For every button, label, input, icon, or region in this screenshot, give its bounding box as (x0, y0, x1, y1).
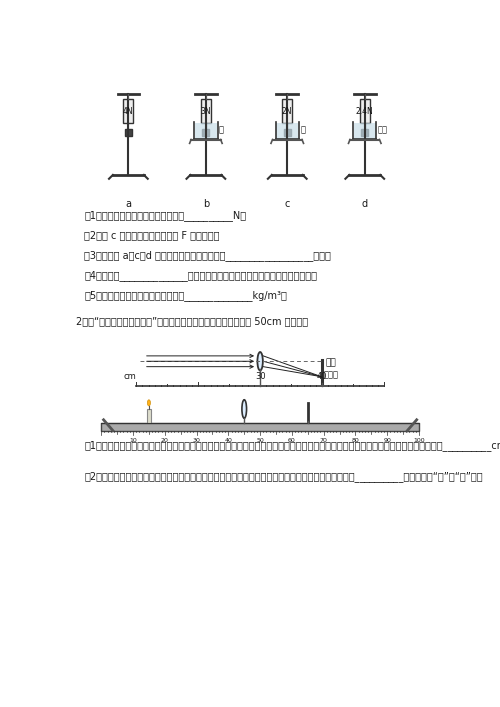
Text: （2）将光屏和点燃的蜡烛分别放在凸透镜的两侧，如图所示，为了找到烛焰清晰的像，小明应将光屏向__________移动（选填“左”或“右”）。: （2）将光屏和点燃的蜡烛分别放在凸透镜的两侧，如图所示，为了找到烛焰清晰的像，小… (84, 471, 483, 481)
Text: （3）根据图 a、c、d 实验可得出：浮力的大小与__________________有关；: （3）根据图 a、c、d 实验可得出：浮力的大小与_______________… (84, 250, 331, 262)
Bar (354, 122, 376, 139)
Text: 20: 20 (161, 438, 168, 443)
Bar (146, 409, 151, 423)
Text: 30: 30 (255, 371, 266, 380)
Bar (201, 99, 211, 123)
Text: 90: 90 (384, 438, 391, 443)
Bar (282, 99, 292, 123)
Bar (276, 122, 298, 139)
Text: （2）在 c 图中画出重物所受浮力 F 的示意图；: （2）在 c 图中画出重物所受浮力 F 的示意图； (84, 230, 220, 240)
Text: 50: 50 (256, 438, 264, 443)
Ellipse shape (258, 352, 263, 370)
Bar (284, 129, 290, 136)
Text: 2.4N: 2.4N (356, 107, 374, 115)
Bar (202, 129, 209, 136)
Text: d: d (362, 199, 368, 209)
Text: 4N: 4N (123, 107, 134, 115)
Text: 70: 70 (320, 438, 328, 443)
Text: 80: 80 (352, 438, 360, 443)
Bar (360, 99, 370, 123)
Bar (195, 122, 216, 139)
Bar (101, 423, 419, 431)
Bar (124, 99, 134, 123)
Text: 60: 60 (288, 438, 296, 443)
Text: 水: 水 (219, 126, 224, 135)
Text: 40: 40 (224, 438, 232, 443)
Text: a: a (126, 199, 132, 209)
Ellipse shape (242, 399, 246, 419)
Text: （1）如图甲所示，一束平行于凸透镜主光轴的光线经过凸透镜后，在光屏上形成了一个最小、最亮的光斌。由图甲可知，凸透镜的焦距为__________cm；: （1）如图甲所示，一束平行于凸透镜主光轴的光线经过凸透镜后，在光屏上形成了一个最… (84, 440, 500, 451)
Text: 2N: 2N (282, 107, 292, 115)
Text: 光具座: 光具座 (324, 370, 338, 380)
Text: （1）物体全部没入水中受到的浮力是__________N；: （1）物体全部没入水中受到的浮力是__________N； (84, 211, 246, 221)
Text: b: b (203, 199, 209, 209)
Text: 40: 40 (317, 371, 328, 380)
Text: （4）根据图______________实验可得出：浮力的大小与排开液体的体积有关；: （4）根据图______________实验可得出：浮力的大小与排开液体的体积有… (84, 270, 317, 281)
Text: 2、在“探究凸透镜成像规律”的实验中，将凸透镜固定在光具座上 50cm 刻线处。: 2、在“探究凸透镜成像规律”的实验中，将凸透镜固定在光具座上 50cm 刻线处。 (76, 317, 308, 327)
Text: 3N: 3N (200, 107, 211, 115)
Text: cm: cm (124, 371, 136, 380)
Text: 水: 水 (300, 126, 306, 135)
Text: 10: 10 (129, 438, 137, 443)
Bar (125, 129, 132, 136)
Text: （5）由实验数据可知，液体的密度为______________kg/m³。: （5）由实验数据可知，液体的密度为______________kg/m³。 (84, 291, 287, 301)
Bar (362, 129, 368, 136)
Ellipse shape (148, 399, 150, 406)
Text: c: c (284, 199, 290, 209)
Text: 100: 100 (413, 438, 425, 443)
Text: 30: 30 (192, 438, 200, 443)
Text: 液体: 液体 (378, 126, 388, 135)
Text: 光屏: 光屏 (325, 358, 336, 367)
